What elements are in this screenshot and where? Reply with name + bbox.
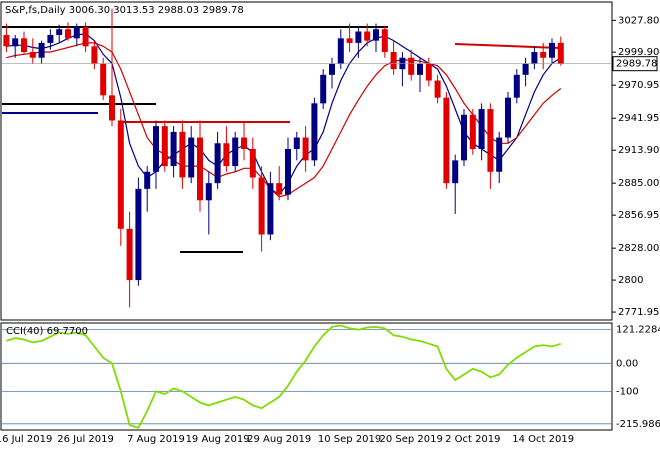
ma-line xyxy=(6,33,562,196)
y-tick-label: 2999.90 xyxy=(618,47,659,58)
candle-body xyxy=(241,137,247,149)
candle-body xyxy=(29,52,36,58)
candle-body xyxy=(505,97,511,138)
candle-body xyxy=(452,160,459,184)
candle-body xyxy=(109,95,115,121)
cci-panel xyxy=(0,322,613,431)
candle-body xyxy=(65,29,71,39)
x-tick-label: 14 Oct 2019 xyxy=(512,434,574,445)
candle-body xyxy=(329,63,335,75)
candle-body xyxy=(126,228,133,281)
x-tick-label: 29 Aug 2019 xyxy=(247,434,311,445)
candle-body xyxy=(373,29,379,41)
y-tick-label: 2828.00 xyxy=(618,243,659,254)
candle-body xyxy=(496,137,503,172)
candle-body xyxy=(478,109,485,149)
y-tick-label: 2885.00 xyxy=(618,178,659,189)
x-tick-label: 16 Jul 2019 xyxy=(0,434,52,445)
candle-body xyxy=(144,171,151,189)
candle-body xyxy=(513,74,520,98)
x-tick-label: 10 Sep 2019 xyxy=(318,434,381,445)
candle-body xyxy=(117,120,124,229)
candle-body xyxy=(47,34,54,43)
candle-body xyxy=(417,63,423,75)
candle-body xyxy=(188,137,195,178)
candle-body xyxy=(153,126,159,172)
candle-body xyxy=(531,52,538,64)
candle-body xyxy=(56,29,63,35)
price-panel xyxy=(0,1,613,321)
last-price-box xyxy=(612,56,658,72)
x-tick-label: 19 Aug 2019 xyxy=(186,434,250,445)
candle-body xyxy=(179,131,186,178)
candle-body xyxy=(205,183,212,201)
candle-body xyxy=(469,114,476,149)
candle-body xyxy=(434,80,441,98)
candle-body xyxy=(249,148,256,178)
candle-body xyxy=(346,38,353,43)
candle-body xyxy=(276,183,283,195)
candle-body xyxy=(381,29,388,53)
candle-body xyxy=(302,137,309,161)
candle-body xyxy=(549,42,555,58)
candle-body xyxy=(337,38,344,64)
chart-title: S&P,fs,Daily 3006.30 3013.53 2988.03 298… xyxy=(5,5,244,16)
candle-body xyxy=(197,137,203,201)
y-tick-label: 2800 xyxy=(618,275,643,286)
candle-body xyxy=(38,42,45,58)
candle-body xyxy=(91,46,98,64)
x-tick-label: 7 Aug 2019 xyxy=(127,434,185,445)
drawn-level xyxy=(454,43,561,49)
candle-body xyxy=(3,34,10,47)
candle-body xyxy=(161,126,168,167)
y-tick-label: 3027.80 xyxy=(618,15,659,26)
candle-body xyxy=(408,57,415,75)
candle-body xyxy=(522,63,529,75)
legend-label: CCI(40) 69.7700 xyxy=(6,326,88,337)
candle-body xyxy=(135,188,142,281)
candle-body xyxy=(223,143,230,167)
ma-line xyxy=(6,42,562,198)
candle-body xyxy=(293,137,300,149)
candle-body xyxy=(170,131,177,167)
candle-body xyxy=(425,63,432,81)
candle-body xyxy=(390,52,397,70)
candle-body xyxy=(364,31,371,41)
x-tick-label: 2 Oct 2019 xyxy=(445,434,500,445)
candle-body xyxy=(443,97,450,184)
candle-body xyxy=(320,74,327,104)
candle-body xyxy=(311,103,318,161)
candle-body xyxy=(12,38,19,47)
last-price-label: 2989.78 xyxy=(616,59,657,70)
candle-body xyxy=(487,109,494,172)
y-tick-label: 2970.95 xyxy=(618,80,659,91)
candle-body xyxy=(540,52,547,58)
y-tick-label: 2913.90 xyxy=(618,145,659,156)
candle-body xyxy=(232,137,239,167)
candle-body xyxy=(21,38,27,53)
candle-body xyxy=(557,42,564,64)
candle-body xyxy=(355,31,362,43)
y-tick-label: 0.00 xyxy=(616,358,638,369)
candle-body xyxy=(461,114,467,161)
y-tick-label: -100 xyxy=(616,386,639,397)
candle-body xyxy=(258,177,265,235)
cci-line xyxy=(6,324,562,429)
candle-body xyxy=(100,63,107,96)
y-tick-label: 2941.95 xyxy=(618,113,659,124)
candle-body xyxy=(82,26,89,47)
candle-body xyxy=(73,26,80,39)
y-tick-label: 121.2284 xyxy=(616,324,660,335)
y-tick-label: -215.9862 xyxy=(616,419,660,430)
x-tick-label: 26 Jul 2019 xyxy=(57,434,114,445)
y-tick-label: 2771.95 xyxy=(618,307,659,318)
candle-body xyxy=(267,183,274,235)
y-tick-label: 2856.95 xyxy=(618,210,659,221)
candle-body xyxy=(285,148,291,195)
candle-body xyxy=(214,143,221,184)
x-tick-label: 20 Sep 2019 xyxy=(380,434,443,445)
